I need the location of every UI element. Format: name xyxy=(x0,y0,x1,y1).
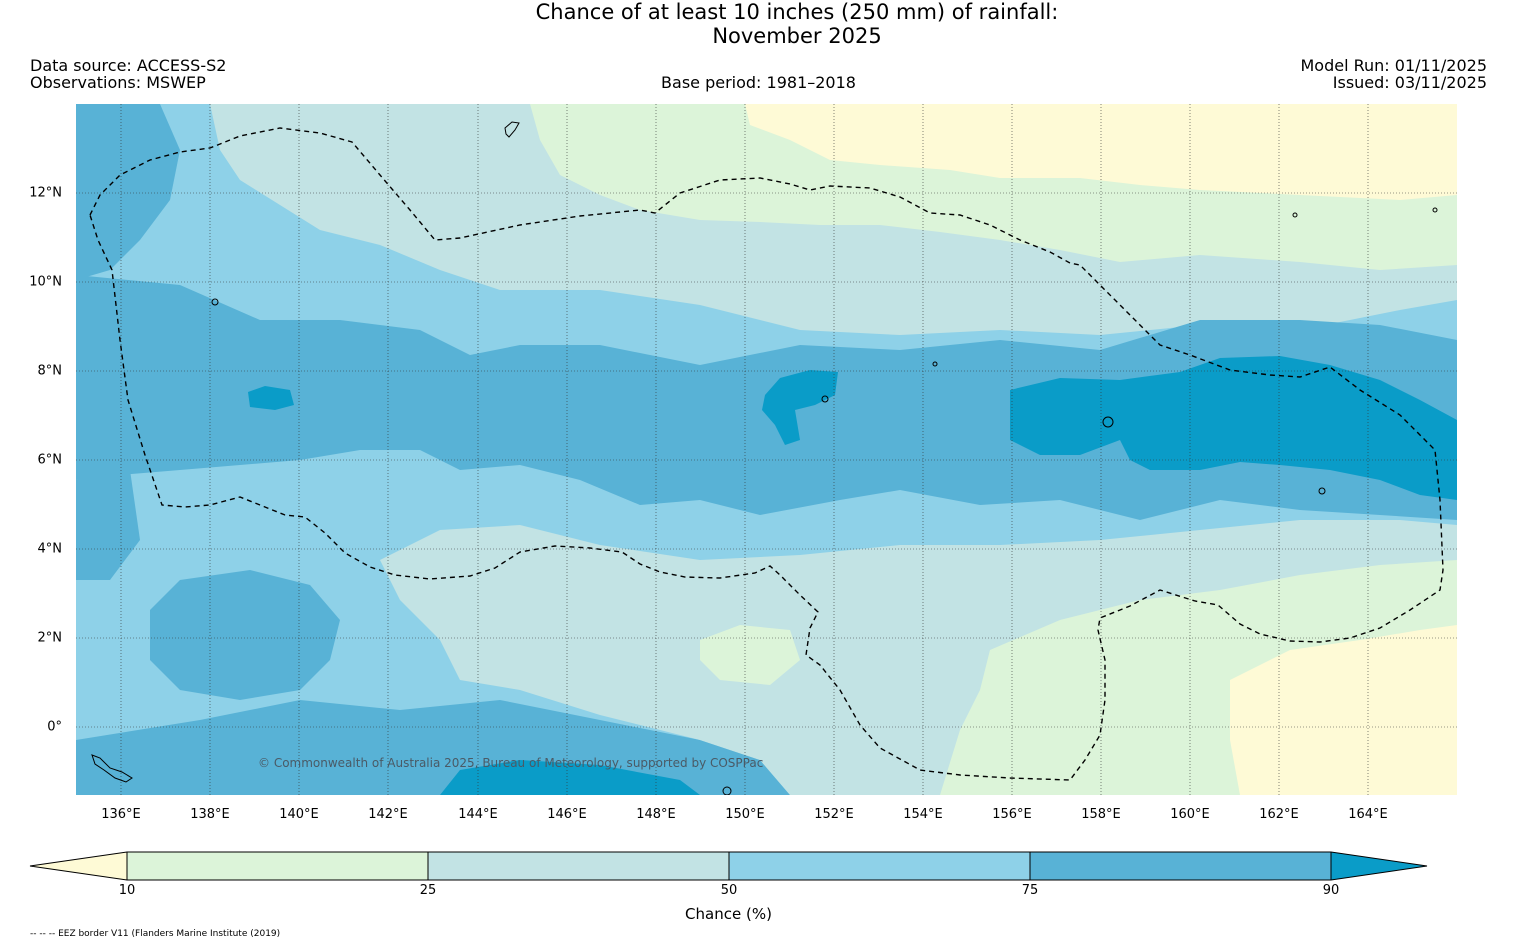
island-new-guinea-coast xyxy=(91,754,133,783)
lon-label: 142°E xyxy=(368,807,408,822)
lon-label: 138°E xyxy=(190,807,230,822)
eez-footnote: -- -- -- EEZ border V11 (Flanders Marine… xyxy=(30,929,281,939)
colorbar-tick: 25 xyxy=(419,883,437,898)
lat-label: 8°N xyxy=(37,363,63,379)
band-75-90-southwest xyxy=(150,570,340,700)
lon-label: 156°E xyxy=(992,807,1032,822)
lon-label: 148°E xyxy=(636,807,676,822)
lat-label: 6°N xyxy=(37,452,63,468)
lat-label: 4°N xyxy=(37,541,63,557)
source-info: Data source: ACCESS-S2 Observations: MSW… xyxy=(30,57,226,91)
island-yap xyxy=(211,298,219,306)
lon-label: 164°E xyxy=(1348,807,1388,822)
islands xyxy=(91,121,1438,795)
copyright-notice: © Commonwealth of Australia 2025, Bureau… xyxy=(258,756,764,770)
colorbar-tick: 50 xyxy=(720,883,738,898)
colorbar xyxy=(29,851,1428,881)
lon-label: 140°E xyxy=(279,807,319,822)
issued-text: Issued: 03/11/2025 xyxy=(1332,73,1487,92)
colorbar-segment-10-25 xyxy=(127,852,428,880)
lon-label: 158°E xyxy=(1081,807,1121,822)
lat-label: 10°N xyxy=(29,274,62,290)
band-75-90-west-edge xyxy=(76,470,140,580)
island-pohnpei xyxy=(1102,416,1114,428)
colorbar-segment-below-10 xyxy=(30,852,127,880)
island-atoll-1 xyxy=(1292,212,1298,218)
lon-label: 154°E xyxy=(903,807,943,822)
rainfall-probability-map xyxy=(76,104,1457,795)
lat-label: 2°N xyxy=(37,630,63,646)
lon-label: 152°E xyxy=(814,807,854,822)
colorbar-segment-25-50 xyxy=(428,852,729,880)
band-below-10-south xyxy=(1230,625,1457,795)
band-75-90-west xyxy=(76,104,180,280)
colorbar-tick: 10 xyxy=(118,883,136,898)
map-title-line1: Chance of at least 10 inches (250 mm) of… xyxy=(535,0,1059,24)
lat-label: 12°N xyxy=(29,185,62,201)
base-period-text: Base period: 1981–2018 xyxy=(661,73,856,92)
run-info: Model Run: 01/11/2025 Issued: 03/11/2025 xyxy=(1301,57,1488,91)
band-above-90-west xyxy=(248,386,294,410)
data-source-text: Data source: ACCESS-S2 xyxy=(30,56,227,75)
band-above-90-south xyxy=(440,760,700,795)
observations-text: Observations: MSWEP xyxy=(30,73,206,92)
lon-label: 144°E xyxy=(458,807,498,822)
colorbar-tick: 90 xyxy=(1322,883,1340,898)
lon-label: 162°E xyxy=(1259,807,1299,822)
colorbar-label: Chance (%) xyxy=(685,905,772,923)
lon-label: 150°E xyxy=(725,807,765,822)
colorbar-segment-75-90 xyxy=(1030,852,1331,880)
graticule xyxy=(76,104,1457,795)
lat-label: 0° xyxy=(47,719,62,735)
island-chuuk xyxy=(821,395,829,403)
band-above-90-central xyxy=(762,370,838,445)
colorbar-segment-above-90 xyxy=(1331,852,1427,880)
island-guam xyxy=(504,121,520,138)
colorbar-tick: 75 xyxy=(1021,883,1039,898)
map-title: Chance of at least 10 inches (250 mm) of… xyxy=(0,0,1517,48)
band-10-25-south-patch xyxy=(700,625,800,685)
map-title-line2: November 2025 xyxy=(712,24,882,48)
island-kosrae xyxy=(1318,487,1326,495)
model-run-text: Model Run: 01/11/2025 xyxy=(1300,56,1488,75)
island-manus xyxy=(722,786,732,795)
colorbar-segment-50-75 xyxy=(729,852,1030,880)
island-atoll-3 xyxy=(932,361,938,367)
island-atoll-2 xyxy=(1432,207,1438,213)
lon-label: 146°E xyxy=(547,807,587,822)
lon-label: 136°E xyxy=(101,807,141,822)
lon-label: 160°E xyxy=(1170,807,1210,822)
band-above-90-east xyxy=(1010,356,1457,500)
eez-border xyxy=(89,127,1444,781)
